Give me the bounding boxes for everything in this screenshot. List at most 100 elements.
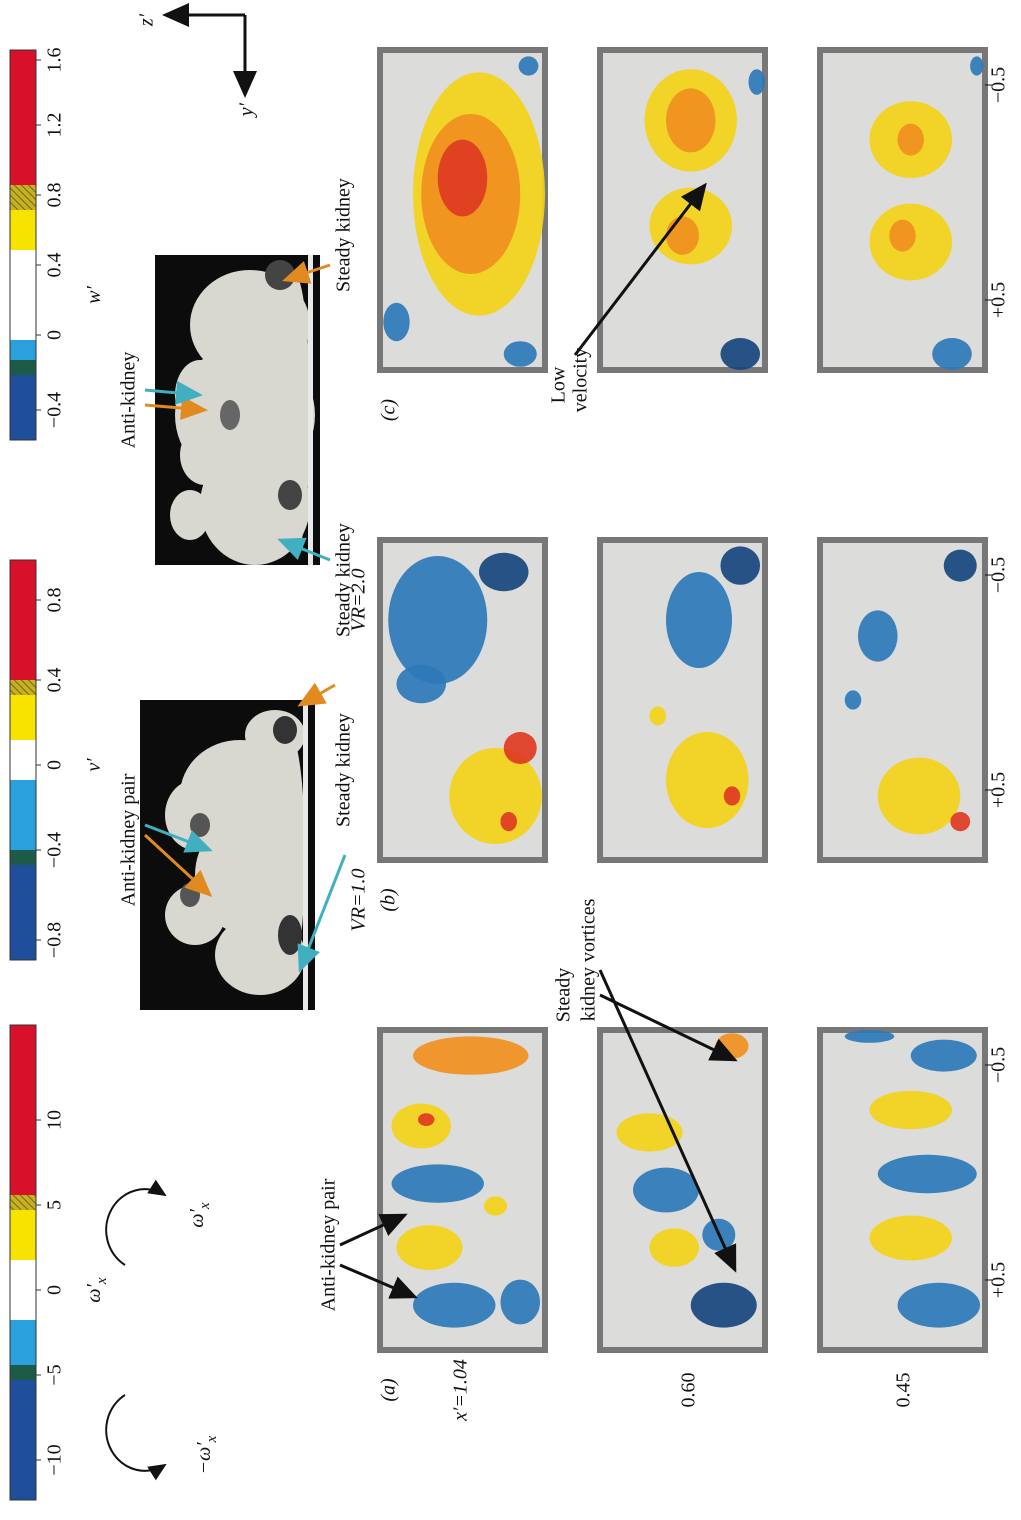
annotation-arrow — [282, 261, 331, 284]
contour-region — [449, 748, 542, 844]
annotation-arrow — [599, 993, 738, 1062]
contour-region — [666, 88, 716, 153]
smoke-region — [275, 735, 305, 975]
contour-region — [720, 546, 761, 585]
contour-region — [715, 1033, 749, 1059]
contour-region — [666, 572, 732, 668]
smoke-region — [180, 425, 230, 485]
smoke-region — [220, 400, 240, 430]
rotation-arrow — [105, 1394, 167, 1481]
contour-region — [970, 56, 984, 76]
colorbar-segment — [10, 1380, 36, 1500]
contour-region — [720, 338, 761, 370]
contour-region — [943, 549, 977, 582]
colorbar-label: ω′x — [83, 1277, 111, 1303]
contour-region — [649, 706, 666, 726]
contour-region — [417, 1113, 435, 1126]
colorbar-segment — [10, 185, 36, 210]
colorbar-segment — [10, 210, 36, 250]
rotation-label: −ω′x — [193, 1435, 221, 1474]
contour-region — [666, 732, 749, 828]
annotation-arrow — [297, 854, 347, 973]
colorbar-label: v′ — [83, 758, 105, 772]
contour-region — [396, 664, 446, 704]
colorbar-segment — [10, 850, 36, 865]
colorbar-segment — [10, 250, 36, 340]
annotation-arrow — [339, 1213, 408, 1247]
axis-label: z′ — [136, 13, 158, 27]
annotation-arrow — [144, 823, 213, 853]
axis-label: y′ — [236, 102, 258, 118]
smoke-region — [273, 716, 297, 744]
colorbar-tick-label: 0 — [44, 1285, 66, 1295]
colorbar-segment — [10, 780, 36, 850]
annotation: Low — [548, 366, 570, 403]
smoke-region — [278, 915, 302, 955]
colorbar-tick-label: 1.6 — [44, 48, 66, 73]
contour-region — [857, 610, 898, 662]
contour-region — [666, 216, 699, 255]
smoke-region — [180, 883, 200, 907]
symbol: ω′ — [186, 1208, 208, 1227]
colorbar-segment — [10, 740, 36, 780]
contour-region — [503, 732, 537, 764]
smoke-region — [170, 490, 210, 540]
colorbar-frame — [9, 49, 37, 441]
colorbar-tick-label: 0 — [44, 330, 66, 340]
colorbar-tick-label: 0 — [44, 760, 66, 770]
smoke-region — [165, 885, 225, 945]
colorbar-label: w′ — [83, 286, 105, 304]
contour-region — [396, 1225, 463, 1270]
colorbar-segment — [10, 360, 36, 375]
panel-tick-label: +0.5 — [988, 282, 1010, 318]
rotation-label: ω′x — [186, 1202, 214, 1228]
colorbar-tick-label: −0.8 — [44, 922, 66, 958]
symbol: w′ — [83, 286, 105, 304]
annotation: kidney vortices — [578, 898, 600, 1021]
annotation-arrow — [144, 396, 208, 420]
landscape-figure: −10−50510ω′x−0.8−0.400.40.8v′−0.400.40.8… — [9, 3, 1010, 1501]
contour-region — [844, 1029, 895, 1043]
annotation-arrow — [573, 182, 707, 356]
annotation: Steady — [553, 968, 575, 1022]
contour-region — [391, 1103, 451, 1149]
colorbar-segment — [10, 680, 36, 695]
subscript: x — [94, 1277, 110, 1285]
contour-region — [503, 341, 537, 367]
contour-region — [413, 1036, 529, 1075]
colorbar-tick-label: 10 — [44, 1110, 66, 1130]
colorbar-tick-label: 0.8 — [44, 588, 66, 613]
contour-region — [500, 811, 517, 832]
contour-region — [932, 338, 972, 370]
panel-tick-label: −0.5 — [988, 1047, 1010, 1083]
annotation-arrow — [297, 682, 336, 707]
contour-region — [690, 1282, 757, 1328]
image-label: Steady kidney — [333, 178, 355, 292]
contour-region — [889, 219, 916, 252]
colorbar-tick-label: 0.4 — [44, 668, 66, 693]
contour-region — [869, 1090, 952, 1130]
smoke-region — [190, 813, 210, 837]
colorbar-tick-label: 0.8 — [44, 183, 66, 208]
colorbar-tick-label: 5 — [44, 1200, 66, 1210]
annotation-arrow — [143, 833, 213, 898]
annotation-arrow — [598, 969, 737, 1273]
contour-region — [437, 139, 488, 217]
contour-region — [518, 56, 539, 76]
colorbar-segment — [10, 865, 36, 960]
contour-region — [483, 1196, 508, 1216]
contour-region — [877, 1154, 977, 1194]
wall — [303, 700, 308, 1010]
colorbar-segment — [10, 50, 36, 185]
colorbar-tick-label: −10 — [44, 1444, 66, 1475]
panel-label: (a) — [378, 1378, 400, 1402]
colorbar-tick-label: 1.2 — [44, 113, 66, 138]
smoke-region — [278, 480, 302, 510]
colorbar-segment — [10, 695, 36, 740]
colorbar-tick-label: −0.4 — [44, 392, 66, 428]
smoke-region — [265, 260, 295, 290]
contour-region — [897, 1282, 981, 1328]
symbol: −ω′ — [193, 1442, 215, 1475]
contour-region — [649, 1228, 699, 1267]
